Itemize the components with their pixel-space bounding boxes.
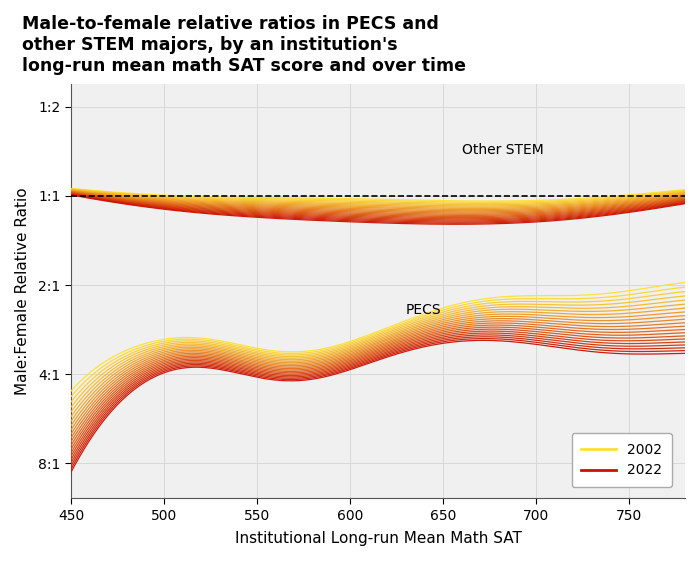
X-axis label: Institutional Long-run Mean Math SAT: Institutional Long-run Mean Math SAT (234, 531, 522, 546)
Text: Male-to-female relative ratios in PECS and
other STEM majors, by an institution': Male-to-female relative ratios in PECS a… (22, 15, 466, 75)
Y-axis label: Male:Female Relative Ratio: Male:Female Relative Ratio (15, 187, 30, 395)
Text: PECS: PECS (406, 303, 442, 317)
Text: Other STEM: Other STEM (462, 142, 543, 157)
Legend: 2002, 2022: 2002, 2022 (572, 433, 672, 487)
